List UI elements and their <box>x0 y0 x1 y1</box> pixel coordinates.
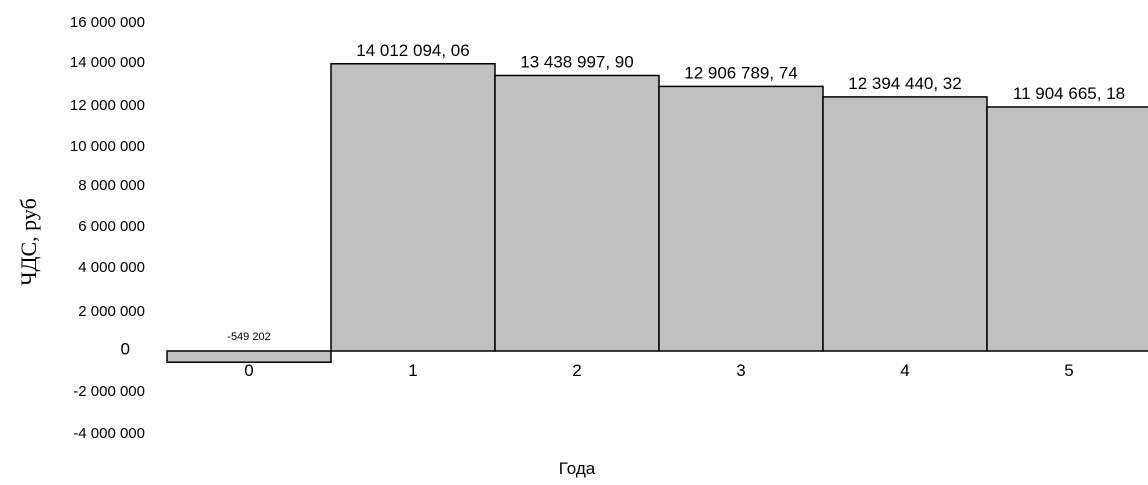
bar-3 <box>658 85 824 352</box>
x-tick-label: 5 <box>1064 361 1073 380</box>
y-tick-label: -2 000 000 <box>73 383 145 400</box>
x-tick-label: 2 <box>572 361 581 380</box>
x-axis-ticks: 0 1 2 3 4 5 <box>244 361 1073 380</box>
x-tick-label: 1 <box>408 361 417 380</box>
y-tick-label: 8 000 000 <box>78 177 145 194</box>
y-tick-label: 6 000 000 <box>78 218 145 235</box>
x-tick-label: 4 <box>900 361 909 380</box>
bar-5 <box>986 106 1148 352</box>
bar-2 <box>494 74 660 352</box>
x-tick-label: 0 <box>244 361 253 380</box>
data-label: 14 012 094, 06 <box>356 41 469 60</box>
x-axis-label: Года <box>559 459 596 478</box>
data-labels: -549 202 14 012 094, 06 13 438 997, 90 12 9… <box>227 41 1125 343</box>
data-label: 12 394 440, 32 <box>848 74 961 93</box>
y-axis-ticks: 16 000 000 14 000 000 12 000 000 10 000 000… <box>70 14 145 442</box>
y-tick-label: 0 <box>121 339 130 358</box>
data-label: 13 438 997, 90 <box>520 53 633 72</box>
bar-1 <box>330 63 496 352</box>
y-tick-label: 10 000 000 <box>70 138 145 155</box>
data-label: 11 904 665, 18 <box>1013 84 1125 103</box>
bar-4 <box>822 96 988 352</box>
y-tick-label: 16 000 000 <box>70 14 145 31</box>
x-tick-label: 3 <box>736 361 745 380</box>
y-tick-label: 12 000 000 <box>70 97 145 114</box>
y-tick-label: 14 000 000 <box>70 54 145 71</box>
bar-0 <box>166 350 332 364</box>
data-label: -549 202 <box>227 331 270 343</box>
y-axis-label: ЧДС, руб <box>16 198 41 286</box>
bars <box>166 63 1148 364</box>
y-tick-label: 2 000 000 <box>78 303 145 320</box>
y-tick-label: -4 000 000 <box>73 425 145 442</box>
data-label: 12 906 789, 74 <box>684 63 797 82</box>
y-tick-label: 4 000 000 <box>78 259 145 276</box>
